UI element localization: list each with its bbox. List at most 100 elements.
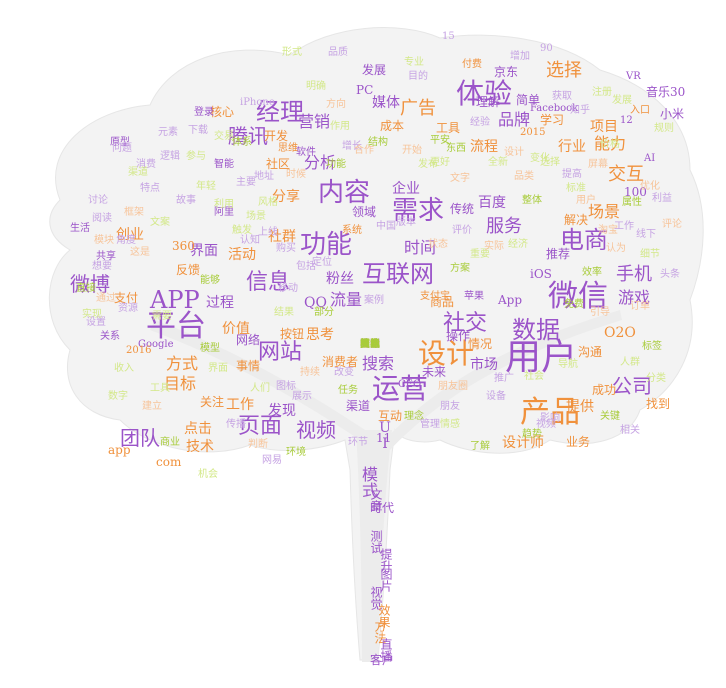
- word-53: QQ: [304, 295, 327, 311]
- word-196: 标准: [566, 183, 586, 194]
- word-152: 购买: [276, 243, 296, 254]
- word-140: 原型: [110, 137, 130, 148]
- word-12: 互联网: [362, 260, 434, 288]
- word-239: 属性: [622, 197, 642, 208]
- word-147: 平安: [430, 135, 450, 146]
- word-64: 发现: [268, 403, 296, 419]
- word-78: 开发: [264, 129, 289, 143]
- word-22: 微博: [70, 272, 110, 296]
- word-134: 阅读: [92, 213, 112, 224]
- word-170: 管理: [420, 419, 440, 430]
- word-267: 增加: [510, 51, 530, 62]
- word-56: 模式: [359, 466, 378, 498]
- word-132: 屏幕: [588, 159, 608, 170]
- word-249: 了解: [470, 441, 490, 452]
- word-97: 找到: [646, 397, 671, 411]
- word-192: 变化: [530, 153, 550, 164]
- word-122: 90: [540, 43, 553, 54]
- word-218: 风格: [258, 197, 278, 208]
- word-23: 手机: [616, 264, 652, 285]
- word-210: 导航: [558, 359, 578, 370]
- word-37: 媒体: [372, 95, 400, 111]
- word-193: 发布: [418, 159, 438, 170]
- word-95: 设计师: [502, 435, 544, 451]
- word-29: 品牌: [498, 110, 531, 129]
- word-90: 消费者: [322, 355, 359, 369]
- word-259: 中国: [376, 221, 396, 232]
- word-67: 工具: [436, 121, 461, 135]
- word-34: 目标: [164, 374, 197, 393]
- word-111: 按钮: [280, 327, 305, 341]
- word-207: 分类: [646, 373, 666, 384]
- word-24: 服务: [486, 216, 522, 237]
- word-179: 改变: [334, 367, 354, 378]
- word-135: 设置: [86, 317, 106, 328]
- word-201: 规则: [654, 123, 674, 134]
- word-225: 通过: [96, 293, 116, 304]
- word-145: 支付宝: [420, 291, 450, 302]
- word-55: 市场: [470, 357, 498, 373]
- word-128: iPhone: [240, 97, 275, 108]
- word-74: 学习: [540, 113, 565, 127]
- word-238: 结构: [368, 137, 388, 148]
- word-169: 图标: [276, 381, 296, 392]
- word-158: 知乎: [570, 105, 590, 116]
- word-231: 评论: [662, 219, 682, 230]
- word-19: 页面: [238, 414, 283, 439]
- word-65: 渠道: [346, 399, 371, 413]
- word-163: 获取: [552, 91, 572, 102]
- word-115: PC: [356, 83, 374, 97]
- word-153: 朋友圈: [438, 381, 468, 392]
- word-242: 部分: [314, 307, 334, 318]
- word-212: 社会: [524, 371, 544, 382]
- word-177: 下载: [188, 125, 208, 136]
- word-52: 粉丝: [326, 271, 354, 287]
- word-167: 推广: [494, 373, 514, 384]
- tree-branch-left: [150, 320, 365, 440]
- word-227: 持续: [300, 367, 320, 378]
- word-264: 特点: [140, 183, 160, 194]
- word-88: 关注: [200, 395, 225, 409]
- word-61: com: [156, 455, 182, 469]
- word-31: 交互: [608, 164, 644, 185]
- word-14: 社交: [443, 311, 488, 336]
- word-102: 提升: [379, 548, 393, 572]
- word-129: 淘宝: [598, 225, 618, 236]
- word-266: 目的: [408, 71, 428, 82]
- word-123: 2015: [520, 127, 546, 138]
- word-73: 理解: [476, 95, 501, 109]
- word-166: 设备: [486, 391, 506, 402]
- word-48: 技术: [186, 439, 214, 455]
- word-172: 资源: [118, 303, 138, 314]
- word-85: 过程: [206, 295, 234, 311]
- word-131: 优化: [640, 181, 660, 192]
- word-199: 文案: [150, 217, 170, 228]
- word-164: 视频: [536, 419, 556, 430]
- word-280: 数据: [360, 339, 380, 350]
- word-143: 思维: [278, 143, 298, 154]
- word-220: 文字: [450, 173, 470, 184]
- word-130: 苹果: [464, 291, 484, 302]
- word-18: 公司: [612, 374, 652, 398]
- word-294: 目标: [360, 339, 380, 350]
- word-270: 交易: [214, 131, 234, 142]
- word-108: 客户: [370, 653, 395, 667]
- word-11: APP: [150, 286, 200, 314]
- word-150: 阿里: [214, 207, 234, 218]
- word-181: 环节: [348, 437, 368, 448]
- word-271: 渠道: [128, 167, 148, 178]
- word-15: 经理: [256, 98, 304, 126]
- word-36: 搜索: [362, 354, 395, 373]
- word-185: 地址: [254, 171, 274, 182]
- word-197: 经济: [508, 239, 528, 250]
- word-3: 微信: [548, 279, 608, 314]
- word-2: 需求: [392, 196, 445, 226]
- word-80: 领域: [352, 205, 377, 219]
- word-236: 功能: [326, 159, 346, 170]
- word-27: 时间: [404, 238, 437, 257]
- word-256: 版本: [396, 217, 416, 228]
- word-42: 能力: [594, 134, 627, 153]
- word-188: 实现: [82, 309, 102, 320]
- word-32: 场景: [588, 202, 621, 221]
